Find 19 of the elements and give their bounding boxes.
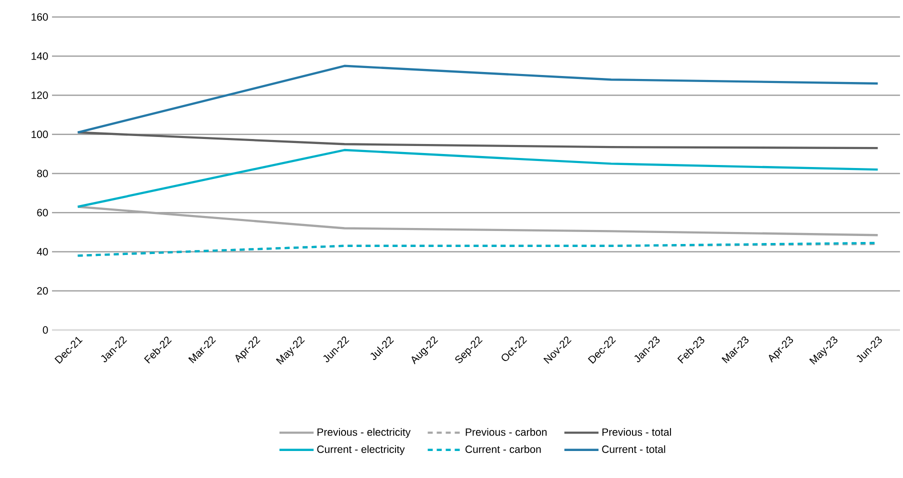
y-tick-label: 40	[36, 248, 48, 256]
line-series	[76, 148, 879, 208]
legend-label: Previous - carbon	[466, 428, 547, 436]
y-tick-label: 120	[32, 92, 48, 99]
y-tick-label: 20	[37, 287, 48, 295]
y-tick-label: 60	[37, 208, 48, 216]
line-series	[76, 131, 879, 150]
legend-label: Previous - total	[602, 428, 671, 436]
legend-label: Previous - electricity	[318, 428, 411, 438]
legend-label: Current - total	[602, 445, 666, 453]
y-tick-label: 160	[32, 13, 48, 21]
y-tick-label: 80	[37, 170, 48, 178]
line-series	[76, 64, 879, 134]
line-series	[76, 206, 879, 236]
y-tick-label: 100	[32, 130, 48, 138]
legend-label: Current - carbon	[466, 445, 541, 453]
legend-label: Current - electricity	[317, 445, 405, 456]
y-tick-label: 0	[42, 326, 48, 334]
y-tick-label: 140	[32, 52, 48, 60]
